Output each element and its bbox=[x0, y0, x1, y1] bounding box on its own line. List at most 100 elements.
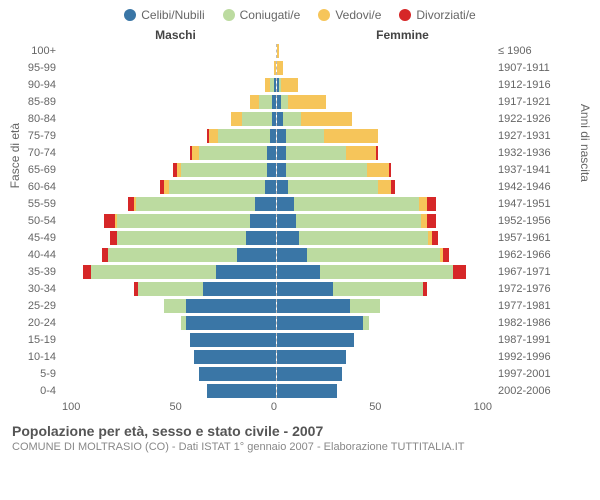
bar-segment bbox=[277, 316, 363, 330]
population-pyramid: Fasce di età Anni di nascita 100+≤ 19069… bbox=[12, 42, 588, 399]
bar-segment bbox=[231, 112, 242, 126]
female-bar bbox=[277, 214, 492, 228]
bar-segment bbox=[216, 265, 276, 279]
age-label: 90-94 bbox=[12, 79, 62, 91]
age-label: 85-89 bbox=[12, 96, 62, 108]
female-bar bbox=[277, 248, 492, 262]
pyramid-row: 100+ ≤ 1906 bbox=[12, 42, 588, 59]
bar-segment bbox=[83, 265, 92, 279]
female-bar bbox=[277, 231, 492, 245]
female-bar bbox=[277, 350, 492, 364]
male-bar bbox=[62, 231, 277, 245]
female-bar bbox=[277, 333, 492, 347]
header-female: Femmine bbox=[289, 28, 516, 42]
bar-segment bbox=[270, 129, 276, 143]
male-bar bbox=[62, 384, 277, 398]
bar-segment bbox=[277, 282, 333, 296]
birth-year-label: 2002-2006 bbox=[492, 385, 564, 397]
bar-segment bbox=[277, 146, 286, 160]
bar-segment bbox=[181, 163, 267, 177]
bar-segment bbox=[277, 214, 296, 228]
pyramid-row: 60-641942-1946 bbox=[12, 178, 588, 195]
age-label: 0-4 bbox=[12, 385, 62, 397]
male-bar bbox=[62, 163, 277, 177]
bar-segment bbox=[363, 316, 369, 330]
bar-segment bbox=[91, 265, 216, 279]
age-label: 30-34 bbox=[12, 283, 62, 295]
birth-year-label: ≤ 1906 bbox=[492, 45, 564, 57]
birth-year-label: 1932-1936 bbox=[492, 147, 564, 159]
age-label: 45-49 bbox=[12, 232, 62, 244]
bar-segment bbox=[265, 180, 276, 194]
male-bar bbox=[62, 44, 277, 58]
birth-year-label: 1992-1996 bbox=[492, 351, 564, 363]
birth-year-label: 1907-1911 bbox=[492, 62, 564, 74]
age-label: 20-24 bbox=[12, 317, 62, 329]
age-label: 15-19 bbox=[12, 334, 62, 346]
bar-segment bbox=[199, 367, 276, 381]
bar-segment bbox=[443, 248, 449, 262]
bar-segment bbox=[194, 350, 276, 364]
y-axis-label-left: Fasce di età bbox=[8, 122, 22, 187]
pyramid-row: 90-941912-1916 bbox=[12, 76, 588, 93]
age-label: 10-14 bbox=[12, 351, 62, 363]
bar-segment bbox=[427, 214, 436, 228]
bar-segment bbox=[190, 333, 276, 347]
bar-segment bbox=[186, 316, 276, 330]
bar-segment bbox=[277, 231, 299, 245]
legend: Celibi/NubiliConiugati/eVedovi/eDivorzia… bbox=[12, 8, 588, 22]
legend-item: Coniugati/e bbox=[223, 8, 301, 22]
bar-segment bbox=[281, 78, 298, 92]
male-bar bbox=[62, 265, 277, 279]
bar-segment bbox=[277, 384, 337, 398]
pyramid-row: 80-841922-1926 bbox=[12, 110, 588, 127]
bar-segment bbox=[104, 214, 115, 228]
birth-year-label: 1982-1986 bbox=[492, 317, 564, 329]
bar-segment bbox=[277, 333, 354, 347]
bar-segment bbox=[350, 299, 380, 313]
age-label: 40-44 bbox=[12, 249, 62, 261]
legend-item: Divorziati/e bbox=[399, 8, 475, 22]
age-label: 25-29 bbox=[12, 300, 62, 312]
female-bar bbox=[277, 163, 492, 177]
bar-segment bbox=[277, 350, 346, 364]
bar-segment bbox=[277, 367, 342, 381]
bar-segment bbox=[186, 299, 276, 313]
male-bar bbox=[62, 180, 277, 194]
age-label: 100+ bbox=[12, 45, 62, 57]
bar-segment bbox=[286, 146, 346, 160]
bar-segment bbox=[274, 78, 276, 92]
bar-segment bbox=[288, 95, 327, 109]
pyramid-row: 75-791927-1931 bbox=[12, 127, 588, 144]
birth-year-label: 1987-1991 bbox=[492, 334, 564, 346]
female-bar bbox=[277, 180, 492, 194]
female-bar bbox=[277, 197, 492, 211]
age-label: 55-59 bbox=[12, 198, 62, 210]
bar-segment bbox=[419, 197, 428, 211]
bar-segment bbox=[286, 129, 325, 143]
bar-segment bbox=[237, 248, 276, 262]
bar-segment bbox=[432, 231, 438, 245]
bar-segment bbox=[288, 180, 378, 194]
pyramid-row: 5-91997-2001 bbox=[12, 365, 588, 382]
pyramid-row: 95-991907-1911 bbox=[12, 59, 588, 76]
male-bar bbox=[62, 248, 277, 262]
header-male: Maschi bbox=[62, 28, 289, 42]
birth-year-label: 1927-1931 bbox=[492, 130, 564, 142]
bar-segment bbox=[333, 282, 423, 296]
female-bar bbox=[277, 95, 492, 109]
pyramid-row: 10-14 1992-1996 bbox=[12, 348, 588, 365]
bar-segment bbox=[423, 282, 427, 296]
bar-segment bbox=[277, 163, 286, 177]
pyramid-row: 30-341972-1976 bbox=[12, 280, 588, 297]
bar-segment bbox=[246, 231, 276, 245]
bar-segment bbox=[108, 248, 237, 262]
legend-label: Divorziati/e bbox=[416, 8, 475, 22]
legend-label: Coniugati/e bbox=[240, 8, 301, 22]
pyramid-row: 20-24 1982-1986 bbox=[12, 314, 588, 331]
female-bar bbox=[277, 282, 492, 296]
legend-item: Vedovi/e bbox=[318, 8, 381, 22]
vedovi-swatch bbox=[318, 9, 330, 21]
birth-year-label: 1967-1971 bbox=[492, 266, 564, 278]
legend-label: Vedovi/e bbox=[335, 8, 381, 22]
